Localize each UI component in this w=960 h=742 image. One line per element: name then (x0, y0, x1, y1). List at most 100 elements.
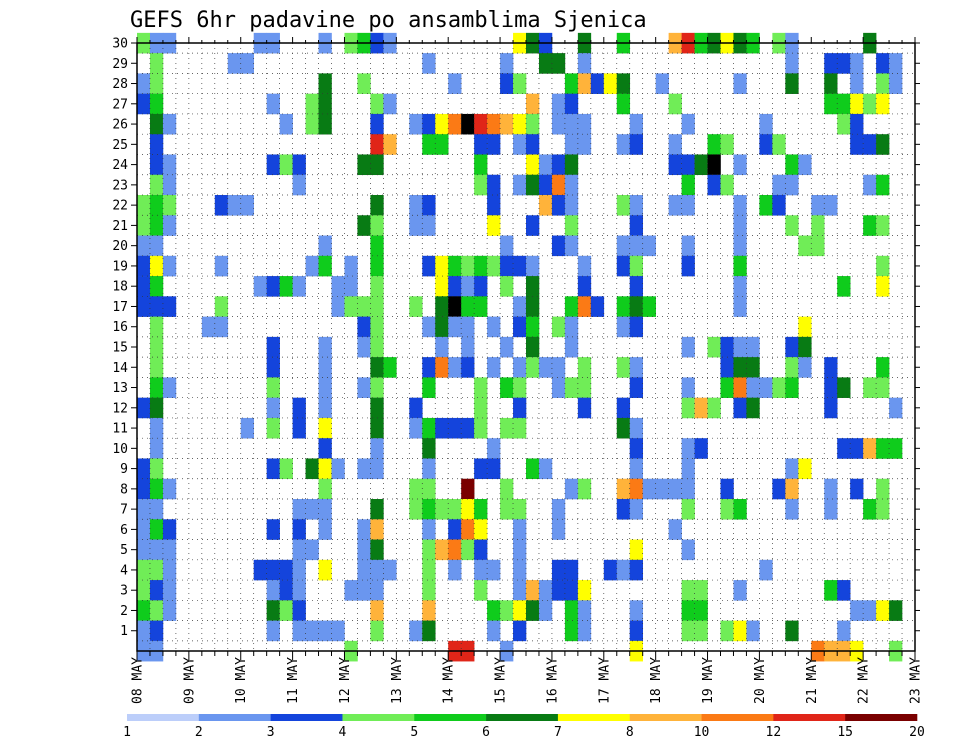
heatmap-cell (538, 600, 553, 621)
heatmap-cell (474, 559, 488, 581)
heatmap-cell (824, 357, 838, 378)
heatmap-cell (292, 417, 306, 439)
heatmap-cell (889, 53, 903, 74)
heatmap-cell (370, 559, 384, 581)
heatmap-cell (448, 113, 462, 135)
heatmap-cell (422, 215, 436, 236)
heatmap-cell (474, 397, 488, 419)
heatmap-cell (526, 296, 540, 317)
heatmap-cell (616, 73, 631, 94)
heatmap-cell (500, 276, 514, 297)
heatmap-cell (162, 539, 177, 561)
heatmap-cell (149, 580, 164, 601)
heatmap-cell (785, 620, 799, 642)
heatmap-cell (616, 195, 631, 216)
heatmap-cell (837, 53, 851, 74)
heatmap-cell (500, 255, 514, 277)
heatmap-cell (331, 458, 345, 480)
colorbar-segment (127, 714, 200, 721)
heatmap-cell (137, 478, 151, 500)
y-tick-label: 25 (112, 138, 128, 153)
heatmap-cell (266, 458, 280, 480)
y-tick-label: 29 (112, 57, 128, 72)
heatmap-cell (279, 154, 293, 176)
heatmap-cell (564, 600, 579, 621)
x-tick-label: 17 MAY (597, 657, 612, 704)
heatmap-cell (629, 195, 643, 216)
x-tick-label: 13 MAY (390, 657, 405, 704)
heatmap-cell (850, 438, 864, 459)
heatmap-cell (733, 397, 747, 419)
heatmap-cell (694, 620, 708, 642)
heatmap-cell (720, 336, 734, 358)
heatmap-cell (487, 438, 501, 459)
y-tick-label: 19 (112, 259, 128, 274)
heatmap-cell (526, 154, 540, 176)
heatmap-cell (435, 134, 449, 155)
heatmap-cell (564, 174, 579, 196)
heatmap-cell (409, 417, 423, 439)
heatmap-cell (500, 600, 514, 621)
heatmap-cell (733, 336, 747, 358)
heatmap-cell (681, 195, 695, 216)
heatmap-cell (577, 113, 592, 135)
heatmap-cell (681, 235, 695, 257)
heatmap-cell (448, 539, 462, 561)
heatmap-cell (162, 377, 177, 398)
colorbar-segment (845, 714, 918, 721)
heatmap-cell (564, 235, 579, 257)
heatmap-cell (668, 134, 682, 155)
heatmap-cell (448, 357, 462, 378)
y-tick-label: 24 (112, 158, 128, 173)
heatmap-cell (162, 154, 177, 176)
heatmap-cell (629, 357, 643, 378)
colorbar-segment (414, 714, 487, 721)
heatmap-cell (759, 377, 773, 398)
heatmap-cell (629, 559, 643, 581)
colorbar-label: 1 (123, 725, 131, 740)
heatmap-cell (474, 154, 488, 176)
heatmap-cell (318, 73, 332, 94)
heatmap-cell (876, 357, 890, 378)
heatmap-cell (370, 255, 384, 277)
heatmap-cell (162, 174, 177, 196)
heatmap-cell (435, 276, 449, 297)
heatmap-cell (564, 93, 579, 115)
heatmap-cell (876, 134, 890, 155)
heatmap-cell (292, 276, 306, 297)
heatmap-cell (837, 580, 851, 601)
heatmap-cell (422, 195, 436, 216)
heatmap-cell (876, 174, 890, 196)
heatmap-cell (616, 357, 631, 378)
heatmap-cell (292, 174, 306, 196)
y-axis-ticks: 1234567891011121314151617181920212223242… (112, 37, 920, 639)
heatmap-cell (344, 255, 358, 277)
colorbar-segment (773, 714, 846, 721)
heatmap-cell (201, 316, 216, 338)
colorbar-segment (342, 714, 415, 721)
heatmap-cell (513, 113, 527, 135)
heatmap-cell (577, 276, 592, 297)
heatmap-cell (149, 377, 164, 398)
heatmap-cell (564, 478, 579, 500)
heatmap-cell (876, 600, 890, 621)
heatmap-cell (474, 377, 488, 398)
heatmap-cell (422, 377, 436, 398)
heatmap-cell (513, 600, 527, 621)
x-tick-label: 11 MAY (286, 657, 301, 704)
heatmap-cell (824, 499, 838, 520)
heatmap-cell (149, 93, 164, 115)
heatmap-cell (668, 195, 682, 216)
heatmap-cell (876, 93, 890, 115)
heatmap-cell (357, 458, 371, 480)
heatmap-cell (357, 539, 371, 561)
heatmap-cell (435, 296, 449, 317)
heatmap-cell (629, 276, 643, 297)
heatmap-cell (318, 519, 332, 540)
heatmap-cell (681, 620, 695, 642)
heatmap-cell (227, 53, 242, 74)
heatmap-cell (149, 296, 164, 317)
colorbar-label: 7 (554, 725, 562, 740)
heatmap-cell (266, 377, 280, 398)
heatmap-cell (137, 73, 151, 94)
